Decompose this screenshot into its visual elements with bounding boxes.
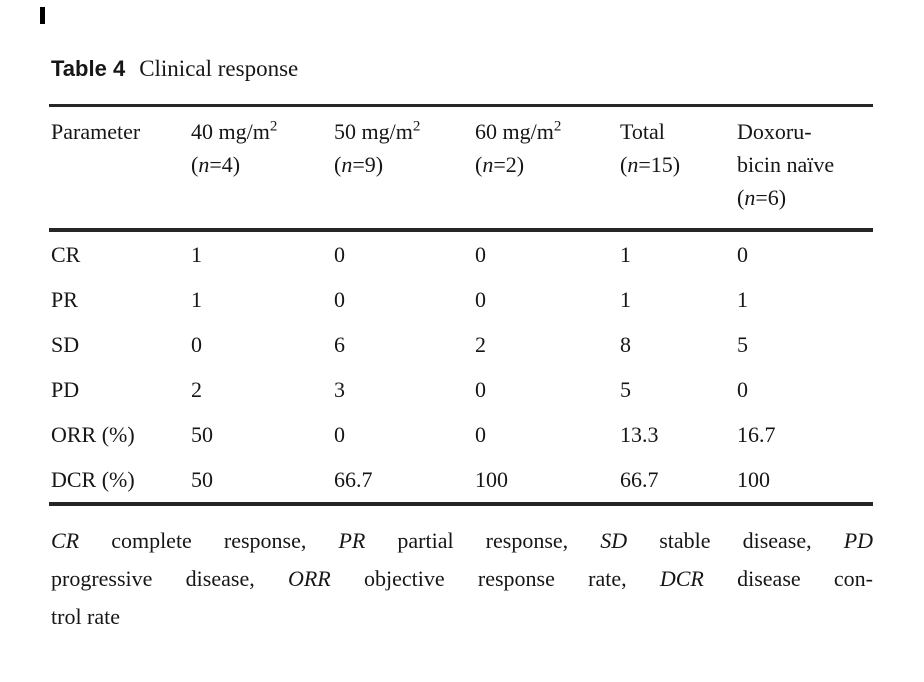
cell-value: 50: [191, 466, 213, 492]
table-row: PD 2 3 0 5 0: [49, 367, 873, 412]
cell-value: 2: [191, 376, 202, 402]
row-parameter-label: SD: [51, 331, 80, 357]
cell-value: 66.7: [620, 466, 659, 492]
table-body: CR 1 0 0 1 0 PR 1 0 0 1 1 SD 0 6 2 8 5 PD 2 3 0 5 0 ORR (%) 50 0 0 1…: [49, 230, 873, 504]
table-caption-label: Table 4: [51, 56, 126, 81]
column-header: 60 mg/m2 (n=2): [473, 105, 618, 232]
column-header: Total (n=15): [618, 105, 735, 232]
cell-value: 0: [475, 421, 486, 447]
footnote-line: trol rate: [51, 604, 121, 629]
column-header: 40 mg/m2 (n=4): [189, 105, 332, 232]
cell-value: 0: [475, 241, 486, 267]
cell-value: 0: [334, 421, 345, 447]
cell-value: 1: [620, 241, 631, 267]
scan-artifact-mark: [40, 7, 45, 24]
cell-value: 6: [334, 331, 345, 357]
cell-value: 2: [475, 331, 486, 357]
table-row: PR 1 0 0 1 1: [49, 277, 873, 322]
row-parameter-label: ORR (%): [51, 421, 135, 447]
table-caption: Table 4 Clinical response: [49, 56, 873, 104]
cell-value: 13.3: [620, 421, 659, 447]
table-caption-title: Clinical response: [139, 56, 299, 81]
row-parameter-label: CR: [51, 241, 81, 267]
cell-value: 1: [191, 286, 202, 312]
row-parameter-label: PD: [51, 376, 80, 402]
cell-value: 0: [737, 241, 748, 267]
table-footnote: CR complete response, PR partial respons…: [49, 522, 873, 636]
column-header: 50 mg/m2 (n=9): [332, 105, 473, 232]
cell-value: 0: [737, 376, 748, 402]
cell-value: 0: [334, 241, 345, 267]
cell-value: 16.7: [737, 421, 776, 447]
footnote-line: CR complete response, PR partial respons…: [51, 528, 874, 553]
cell-value: 0: [334, 286, 345, 312]
cell-value: 3: [334, 376, 345, 402]
cell-value: 1: [737, 286, 748, 312]
cell-value: 0: [475, 286, 486, 312]
cell-value: 1: [191, 241, 202, 267]
table-block: Table 4 Clinical response Parameter 40 mg…: [49, 56, 873, 636]
cell-value: 50: [191, 421, 213, 447]
cell-value: 66.7: [334, 466, 373, 492]
column-header: Doxoru-bicin naïve (n=6): [735, 105, 873, 232]
table-row: ORR (%) 50 0 0 13.3 16.7: [49, 412, 873, 457]
row-parameter-label: PR: [51, 286, 78, 312]
cell-value: 0: [475, 376, 486, 402]
cell-value: 8: [620, 331, 631, 357]
cell-value: 0: [191, 331, 202, 357]
cell-value: 5: [620, 376, 631, 402]
cell-value: 100: [475, 466, 508, 492]
cell-value: 1: [620, 286, 631, 312]
cell-value: 5: [737, 331, 748, 357]
column-header-parameter: Parameter: [49, 105, 189, 232]
table-header-row: Parameter 40 mg/m2 (n=4) 50 mg/m2 (n=9) 60 m…: [49, 105, 873, 232]
clinical-response-table: Parameter 40 mg/m2 (n=4) 50 mg/m2 (n=9) 60 m…: [49, 104, 873, 506]
row-parameter-label: DCR (%): [51, 466, 135, 492]
table-row: SD 0 6 2 8 5: [49, 322, 873, 367]
footnote-line: progressive disease, ORR objective respo…: [51, 566, 873, 591]
table-row: CR 1 0 0 1 0: [49, 230, 873, 277]
table-row: DCR (%) 50 66.7 100 66.7 100: [49, 457, 873, 504]
cell-value: 100: [737, 466, 770, 492]
